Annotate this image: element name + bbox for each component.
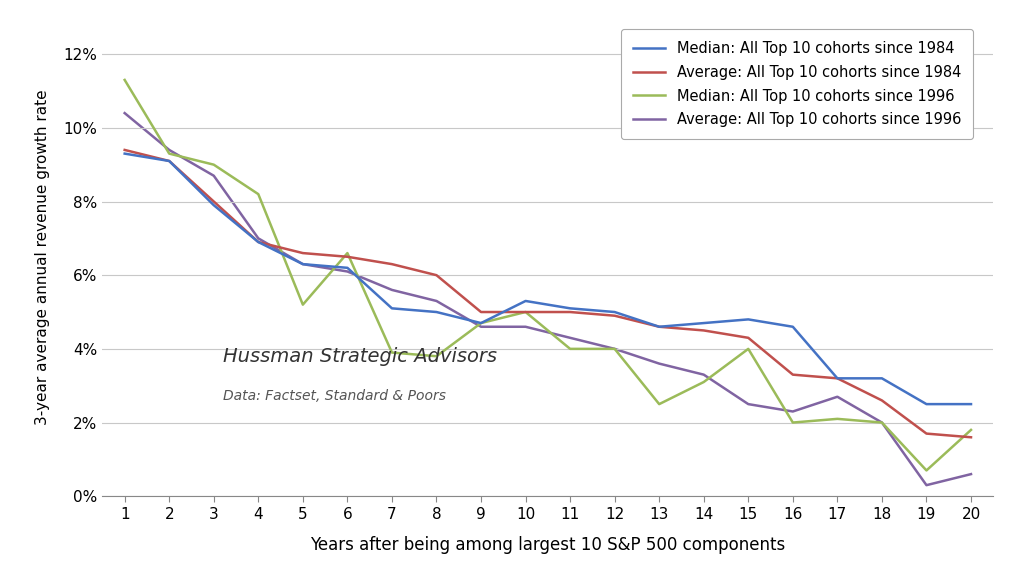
Average: All Top 10 cohorts since 1996: (17, 0.027): All Top 10 cohorts since 1996: (17, 0.02… (831, 394, 844, 400)
Average: All Top 10 cohorts since 1996: (20, 0.006): All Top 10 cohorts since 1996: (20, 0.00… (965, 471, 977, 478)
Median: All Top 10 cohorts since 1984: (9, 0.047): All Top 10 cohorts since 1984: (9, 0.047… (475, 320, 487, 327)
Average: All Top 10 cohorts since 1996: (3, 0.087): All Top 10 cohorts since 1996: (3, 0.087… (208, 173, 220, 179)
Median: All Top 10 cohorts since 1984: (5, 0.063): All Top 10 cohorts since 1984: (5, 0.063… (297, 261, 309, 268)
Median: All Top 10 cohorts since 1984: (16, 0.046): All Top 10 cohorts since 1984: (16, 0.04… (786, 323, 799, 330)
Average: All Top 10 cohorts since 1996: (19, 0.003): All Top 10 cohorts since 1996: (19, 0.00… (921, 482, 933, 489)
Average: All Top 10 cohorts since 1984: (5, 0.066): All Top 10 cohorts since 1984: (5, 0.066… (297, 250, 309, 257)
Average: All Top 10 cohorts since 1996: (18, 0.02): All Top 10 cohorts since 1996: (18, 0.02… (876, 419, 888, 426)
Average: All Top 10 cohorts since 1984: (12, 0.049): All Top 10 cohorts since 1984: (12, 0.04… (608, 312, 621, 319)
Average: All Top 10 cohorts since 1984: (4, 0.069): All Top 10 cohorts since 1984: (4, 0.069… (252, 238, 264, 245)
Median: All Top 10 cohorts since 1996: (15, 0.04): All Top 10 cohorts since 1996: (15, 0.04… (742, 346, 755, 353)
Median: All Top 10 cohorts since 1984: (14, 0.047): All Top 10 cohorts since 1984: (14, 0.04… (697, 320, 710, 327)
Average: All Top 10 cohorts since 1996: (11, 0.043): All Top 10 cohorts since 1996: (11, 0.04… (564, 334, 577, 341)
Median: All Top 10 cohorts since 1984: (18, 0.032): All Top 10 cohorts since 1984: (18, 0.03… (876, 375, 888, 382)
Average: All Top 10 cohorts since 1984: (3, 0.08): All Top 10 cohorts since 1984: (3, 0.08) (208, 198, 220, 205)
Median: All Top 10 cohorts since 1996: (19, 0.007): All Top 10 cohorts since 1996: (19, 0.00… (921, 467, 933, 474)
Average: All Top 10 cohorts since 1996: (12, 0.04): All Top 10 cohorts since 1996: (12, 0.04… (608, 346, 621, 353)
Median: All Top 10 cohorts since 1984: (11, 0.051): All Top 10 cohorts since 1984: (11, 0.05… (564, 305, 577, 312)
Average: All Top 10 cohorts since 1984: (7, 0.063): All Top 10 cohorts since 1984: (7, 0.063… (386, 261, 398, 268)
Median: All Top 10 cohorts since 1984: (12, 0.05): All Top 10 cohorts since 1984: (12, 0.05… (608, 309, 621, 316)
Average: All Top 10 cohorts since 1996: (2, 0.094): All Top 10 cohorts since 1996: (2, 0.094… (163, 147, 175, 153)
Median: All Top 10 cohorts since 1996: (18, 0.02): All Top 10 cohorts since 1996: (18, 0.02… (876, 419, 888, 426)
Average: All Top 10 cohorts since 1984: (18, 0.026): All Top 10 cohorts since 1984: (18, 0.02… (876, 397, 888, 404)
Average: All Top 10 cohorts since 1984: (19, 0.017): All Top 10 cohorts since 1984: (19, 0.01… (921, 430, 933, 437)
Average: All Top 10 cohorts since 1984: (15, 0.043): All Top 10 cohorts since 1984: (15, 0.04… (742, 334, 755, 341)
Median: All Top 10 cohorts since 1984: (7, 0.051): All Top 10 cohorts since 1984: (7, 0.051… (386, 305, 398, 312)
Average: All Top 10 cohorts since 1996: (5, 0.063): All Top 10 cohorts since 1996: (5, 0.063… (297, 261, 309, 268)
Average: All Top 10 cohorts since 1984: (2, 0.091): All Top 10 cohorts since 1984: (2, 0.091… (163, 158, 175, 164)
Median: All Top 10 cohorts since 1996: (9, 0.047): All Top 10 cohorts since 1996: (9, 0.047… (475, 320, 487, 327)
Median: All Top 10 cohorts since 1996: (4, 0.082): All Top 10 cohorts since 1996: (4, 0.082… (252, 190, 264, 197)
X-axis label: Years after being among largest 10 S&P 500 components: Years after being among largest 10 S&P 5… (310, 535, 785, 553)
Average: All Top 10 cohorts since 1996: (4, 0.07): All Top 10 cohorts since 1996: (4, 0.07) (252, 235, 264, 242)
Median: All Top 10 cohorts since 1996: (20, 0.018): All Top 10 cohorts since 1996: (20, 0.01… (965, 426, 977, 433)
Average: All Top 10 cohorts since 1984: (17, 0.032): All Top 10 cohorts since 1984: (17, 0.03… (831, 375, 844, 382)
Line: Median: All Top 10 cohorts since 1984: Median: All Top 10 cohorts since 1984 (125, 153, 971, 404)
Median: All Top 10 cohorts since 1984: (19, 0.025): All Top 10 cohorts since 1984: (19, 0.02… (921, 400, 933, 407)
Average: All Top 10 cohorts since 1984: (10, 0.05): All Top 10 cohorts since 1984: (10, 0.05… (519, 309, 531, 316)
Average: All Top 10 cohorts since 1984: (20, 0.016): All Top 10 cohorts since 1984: (20, 0.01… (965, 434, 977, 441)
Median: All Top 10 cohorts since 1984: (13, 0.046): All Top 10 cohorts since 1984: (13, 0.04… (653, 323, 666, 330)
Average: All Top 10 cohorts since 1984: (14, 0.045): All Top 10 cohorts since 1984: (14, 0.04… (697, 327, 710, 334)
Median: All Top 10 cohorts since 1996: (2, 0.093): All Top 10 cohorts since 1996: (2, 0.093… (163, 150, 175, 157)
Median: All Top 10 cohorts since 1996: (11, 0.04): All Top 10 cohorts since 1996: (11, 0.04… (564, 346, 577, 353)
Median: All Top 10 cohorts since 1996: (6, 0.066): All Top 10 cohorts since 1996: (6, 0.066… (341, 250, 353, 257)
Median: All Top 10 cohorts since 1984: (4, 0.069): All Top 10 cohorts since 1984: (4, 0.069… (252, 238, 264, 245)
Y-axis label: 3-year average annual revenue growth rate: 3-year average annual revenue growth rat… (35, 89, 50, 425)
Average: All Top 10 cohorts since 1996: (16, 0.023): All Top 10 cohorts since 1996: (16, 0.02… (786, 408, 799, 415)
Average: All Top 10 cohorts since 1984: (8, 0.06): All Top 10 cohorts since 1984: (8, 0.06) (430, 272, 442, 279)
Median: All Top 10 cohorts since 1996: (10, 0.05): All Top 10 cohorts since 1996: (10, 0.05… (519, 309, 531, 316)
Median: All Top 10 cohorts since 1984: (15, 0.048): All Top 10 cohorts since 1984: (15, 0.04… (742, 316, 755, 323)
Median: All Top 10 cohorts since 1996: (12, 0.04): All Top 10 cohorts since 1996: (12, 0.04… (608, 346, 621, 353)
Average: All Top 10 cohorts since 1984: (1, 0.094): All Top 10 cohorts since 1984: (1, 0.094… (119, 147, 131, 153)
Average: All Top 10 cohorts since 1984: (6, 0.065): All Top 10 cohorts since 1984: (6, 0.065… (341, 253, 353, 260)
Average: All Top 10 cohorts since 1996: (9, 0.046): All Top 10 cohorts since 1996: (9, 0.046… (475, 323, 487, 330)
Average: All Top 10 cohorts since 1984: (16, 0.033): All Top 10 cohorts since 1984: (16, 0.03… (786, 371, 799, 378)
Median: All Top 10 cohorts since 1996: (7, 0.039): All Top 10 cohorts since 1996: (7, 0.039… (386, 349, 398, 356)
Median: All Top 10 cohorts since 1996: (17, 0.021): All Top 10 cohorts since 1996: (17, 0.02… (831, 415, 844, 422)
Median: All Top 10 cohorts since 1996: (1, 0.113): All Top 10 cohorts since 1996: (1, 0.113… (119, 77, 131, 84)
Median: All Top 10 cohorts since 1996: (5, 0.052): All Top 10 cohorts since 1996: (5, 0.052… (297, 301, 309, 308)
Text: Data: Factset, Standard & Poors: Data: Factset, Standard & Poors (222, 389, 445, 403)
Median: All Top 10 cohorts since 1984: (1, 0.093): All Top 10 cohorts since 1984: (1, 0.093… (119, 150, 131, 157)
Median: All Top 10 cohorts since 1996: (14, 0.031): All Top 10 cohorts since 1996: (14, 0.03… (697, 379, 710, 385)
Average: All Top 10 cohorts since 1996: (1, 0.104): All Top 10 cohorts since 1996: (1, 0.104… (119, 110, 131, 117)
Median: All Top 10 cohorts since 1984: (20, 0.025): All Top 10 cohorts since 1984: (20, 0.02… (965, 400, 977, 407)
Average: All Top 10 cohorts since 1996: (14, 0.033): All Top 10 cohorts since 1996: (14, 0.03… (697, 371, 710, 378)
Average: All Top 10 cohorts since 1996: (10, 0.046): All Top 10 cohorts since 1996: (10, 0.04… (519, 323, 531, 330)
Average: All Top 10 cohorts since 1996: (13, 0.036): All Top 10 cohorts since 1996: (13, 0.03… (653, 360, 666, 367)
Average: All Top 10 cohorts since 1996: (6, 0.061): All Top 10 cohorts since 1996: (6, 0.061… (341, 268, 353, 275)
Legend: Median: All Top 10 cohorts since 1984, Average: All Top 10 cohorts since 1984, M: Median: All Top 10 cohorts since 1984, A… (622, 29, 973, 139)
Median: All Top 10 cohorts since 1984: (3, 0.079): All Top 10 cohorts since 1984: (3, 0.079… (208, 202, 220, 209)
Average: All Top 10 cohorts since 1984: (9, 0.05): All Top 10 cohorts since 1984: (9, 0.05) (475, 309, 487, 316)
Median: All Top 10 cohorts since 1996: (3, 0.09): All Top 10 cohorts since 1996: (3, 0.09) (208, 161, 220, 168)
Line: Median: All Top 10 cohorts since 1996: Median: All Top 10 cohorts since 1996 (125, 80, 971, 470)
Median: All Top 10 cohorts since 1984: (2, 0.091): All Top 10 cohorts since 1984: (2, 0.091… (163, 158, 175, 164)
Average: All Top 10 cohorts since 1984: (11, 0.05): All Top 10 cohorts since 1984: (11, 0.05… (564, 309, 577, 316)
Median: All Top 10 cohorts since 1984: (10, 0.053): All Top 10 cohorts since 1984: (10, 0.05… (519, 298, 531, 305)
Median: All Top 10 cohorts since 1984: (8, 0.05): All Top 10 cohorts since 1984: (8, 0.05) (430, 309, 442, 316)
Median: All Top 10 cohorts since 1996: (8, 0.038): All Top 10 cohorts since 1996: (8, 0.038… (430, 353, 442, 359)
Median: All Top 10 cohorts since 1996: (16, 0.02): All Top 10 cohorts since 1996: (16, 0.02… (786, 419, 799, 426)
Average: All Top 10 cohorts since 1996: (7, 0.056): All Top 10 cohorts since 1996: (7, 0.056… (386, 286, 398, 293)
Median: All Top 10 cohorts since 1984: (6, 0.062): All Top 10 cohorts since 1984: (6, 0.062… (341, 264, 353, 271)
Average: All Top 10 cohorts since 1996: (8, 0.053): All Top 10 cohorts since 1996: (8, 0.053… (430, 298, 442, 305)
Median: All Top 10 cohorts since 1984: (17, 0.032): All Top 10 cohorts since 1984: (17, 0.03… (831, 375, 844, 382)
Text: Hussman Strategic Advisors: Hussman Strategic Advisors (222, 347, 497, 366)
Average: All Top 10 cohorts since 1984: (13, 0.046): All Top 10 cohorts since 1984: (13, 0.04… (653, 323, 666, 330)
Average: All Top 10 cohorts since 1996: (15, 0.025): All Top 10 cohorts since 1996: (15, 0.02… (742, 400, 755, 407)
Median: All Top 10 cohorts since 1996: (13, 0.025): All Top 10 cohorts since 1996: (13, 0.02… (653, 400, 666, 407)
Line: Average: All Top 10 cohorts since 1996: Average: All Top 10 cohorts since 1996 (125, 113, 971, 485)
Line: Average: All Top 10 cohorts since 1984: Average: All Top 10 cohorts since 1984 (125, 150, 971, 437)
